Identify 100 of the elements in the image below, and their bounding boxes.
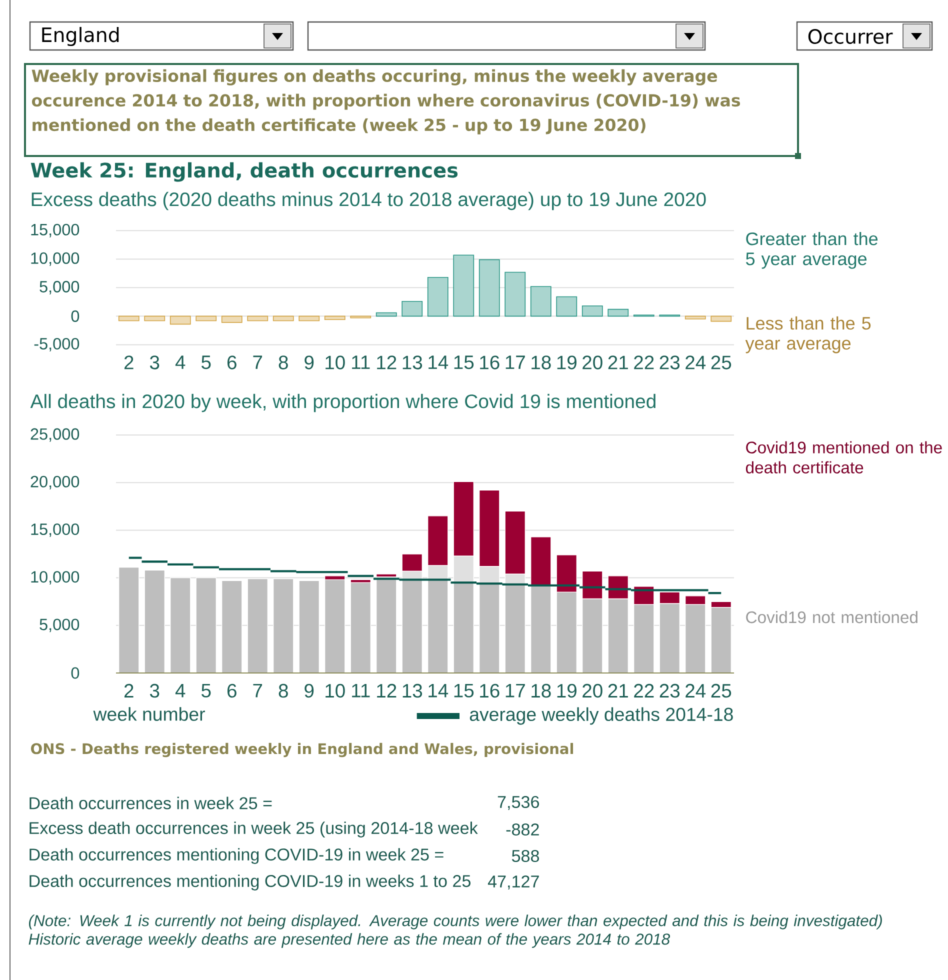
x-tick-label: 5 [202, 356, 211, 370]
bar [504, 272, 526, 317]
bar [530, 536, 552, 586]
x-tick-label: 2 [124, 356, 134, 370]
y-tick-label: 5,000 [40, 618, 80, 632]
y-tick-label: 5,000 [40, 280, 80, 294]
x-tick-label: 16 [480, 684, 500, 698]
bar [556, 296, 578, 317]
bar [144, 570, 166, 674]
x-tick-label: 5 [202, 684, 211, 698]
text: Historic average weekly deaths are presented here as the mean of the years 2014 to 2018 [28, 933, 670, 948]
text: Death occurrences mentioning COVID-19 in weeks 1 to 25 [30, 874, 470, 890]
text: Weekly provisional figures on deaths occuring, minus the weekly average occurence 2014 to 2018, with proportion where coronavirus (COVID-19) was mentioned on the death certificate (week 25 - up to 19 June 2020) [32, 69, 740, 134]
text: Excess death occurrences in week 25 (using 2014-18 week [30, 822, 478, 838]
text: Death occurrences in week 25 = [30, 796, 272, 810]
x-tick-label: 9 [304, 356, 314, 370]
text: Covid19 mentioned on the death certificate [746, 441, 942, 474]
x-tick-label: 19 [557, 684, 576, 698]
bar [350, 582, 372, 674]
bar [144, 316, 166, 322]
bar [427, 276, 448, 317]
y-tick-label: 15,000 [31, 224, 80, 238]
x-tick-label: 17 [506, 356, 525, 369]
bar [324, 579, 346, 674]
x-tick-label: 15 [454, 684, 474, 698]
x-tick-label: 4 [175, 356, 186, 369]
x-tick-label: 24 [686, 684, 706, 698]
x-tick-label: 23 [660, 684, 680, 698]
x-tick-label: 24 [686, 356, 706, 370]
x-tick-label: 25 [711, 684, 732, 698]
x-tick-label: 25 [711, 356, 732, 370]
x-tick-label: 8 [278, 356, 288, 370]
bar [376, 312, 397, 317]
bar [272, 316, 294, 322]
x-tick-label: 14 [428, 684, 448, 698]
bar [530, 585, 552, 674]
bar [298, 580, 320, 674]
bar [684, 316, 706, 320]
bar [376, 576, 397, 674]
x-tick-label: 8 [278, 684, 288, 698]
bar [170, 316, 191, 325]
bar [221, 316, 242, 323]
x-tick-label: 9 [304, 684, 314, 698]
x-tick-label: 17 [506, 684, 525, 698]
x-tick-label: 10 [326, 356, 345, 370]
bar [608, 308, 629, 317]
x-tick-label: 2 [124, 684, 134, 698]
text: (Note: Week 1 is currently not being displayed. Average counts were lower than expected and this is being investigated) [29, 914, 882, 930]
x-tick-label: 15 [454, 356, 474, 370]
series-label: Less than the 5 year average [745, 316, 871, 354]
bar [479, 583, 500, 674]
text: Occurrer [808, 29, 893, 44]
bar [222, 580, 242, 674]
chart-subtitle: Excess deaths (2020 deaths minus 2014 to 2018 average) up to 19 June 2020 [32, 192, 706, 210]
y-tick-label: 10,000 [31, 571, 80, 585]
y-tick-label: 10,000 [31, 252, 80, 266]
x-tick-label: 13 [402, 356, 422, 370]
x-tick-label: 23 [660, 356, 680, 370]
bar [118, 567, 140, 674]
x-tick-label: 14 [428, 356, 448, 369]
x-tick-label: 10 [326, 684, 345, 698]
chart-title: All deaths in 2020 by week, with proportion where Covid 19 is mentioned [30, 394, 656, 412]
bar [710, 316, 732, 322]
bar [504, 584, 526, 674]
y-tick-label: 25,000 [30, 428, 80, 442]
bar [453, 582, 474, 674]
bar [582, 306, 603, 317]
x-tick-label: 21 [608, 684, 628, 698]
bar [478, 259, 500, 317]
chart-title: Week 25: England, death occurrences [30, 162, 458, 182]
bar [196, 316, 217, 322]
text: Greater than the 5 year average [746, 232, 878, 269]
x-tick-label: 3 [150, 684, 160, 698]
text: ONS - Deaths registered weekly in England and Wales, provisional [31, 742, 574, 758]
bar [402, 300, 423, 317]
x-tick-label: 11 [352, 356, 370, 369]
bar [273, 578, 294, 674]
x-tick-label: 6 [227, 356, 236, 370]
x-tick-label: 12 [377, 684, 396, 698]
x-tick-label: 13 [402, 684, 422, 698]
x-tick-label: 20 [582, 684, 602, 698]
text: 7,536 [498, 796, 539, 810]
x-tick-label: 16 [480, 356, 500, 370]
y-tick-label: 0 [71, 310, 80, 322]
x-tick-label: 7 [253, 684, 262, 698]
x-tick-label: 4 [175, 684, 186, 698]
x-tick-label: 19 [557, 356, 576, 370]
y-tick-label: 0 [71, 667, 80, 679]
text: England [42, 26, 119, 46]
x-tick-label: 11 [352, 684, 370, 698]
x-tick-label: 20 [582, 356, 602, 370]
bar [428, 579, 448, 674]
bar [247, 578, 268, 674]
x-tick-label: 21 [608, 356, 628, 370]
x-axis-title: week number [93, 707, 205, 721]
text: 588 [512, 850, 539, 862]
x-tick-label: 18 [532, 684, 551, 698]
bar [402, 579, 423, 674]
bar [247, 316, 268, 322]
legend-label: average weekly deaths 2014-18 [470, 707, 733, 725]
